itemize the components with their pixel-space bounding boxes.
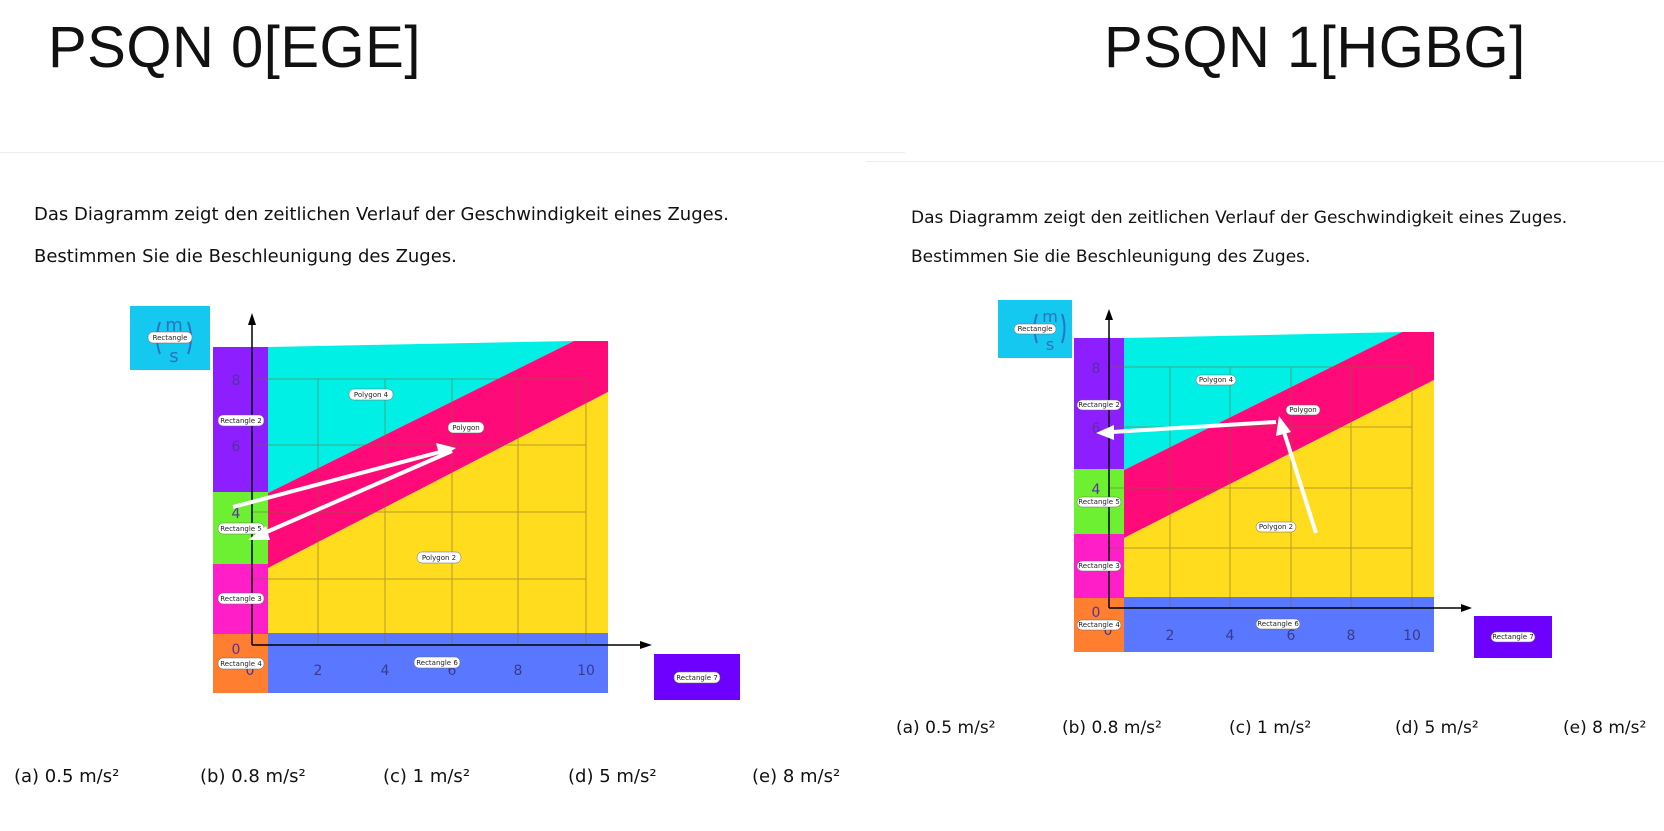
rect1-label-pill — [147, 331, 193, 344]
slide-top-border-left — [0, 152, 905, 153]
y-tick-4-right: 4 — [1092, 482, 1101, 498]
slide-top-border-right — [866, 161, 1664, 162]
answer-d-right[interactable]: (d) 5 m/s² — [1395, 718, 1479, 738]
x-tick-10-right: 10 — [1403, 628, 1421, 644]
x-tick-4: 4 — [381, 663, 390, 679]
unit-m-label-right: m — [1042, 307, 1058, 326]
rect6-label: Rectangle 6 — [416, 659, 458, 667]
y-tick-0: 0 — [232, 642, 241, 658]
x-tick-4-right: 4 — [1226, 628, 1235, 644]
x-tick-2-right: 2 — [1166, 628, 1175, 644]
rect7-label-right: Rectangle 7 — [1492, 633, 1534, 641]
arrow-to-polygon — [232, 450, 441, 509]
x-tick-6-right: 6 — [1287, 628, 1296, 644]
unit-bracket-right-right — [1061, 313, 1066, 344]
rect4-label-right: Rectangle 4 — [1078, 621, 1120, 629]
drag-arrows-right — [1096, 416, 1318, 534]
answer-e-right[interactable]: (e) 8 m/s² — [1563, 718, 1647, 738]
polygon-label: Polygon — [452, 424, 480, 432]
diagram-left: m s Rectangle 0 2 4 6 8 10 0 8 6 4 — [130, 306, 740, 700]
y-tick-6-right: 6 — [1092, 421, 1101, 437]
question-line-1-right: Das Diagramm zeigt den zeitlichen Verlau… — [911, 208, 1568, 228]
unit-m-label: m — [165, 315, 183, 336]
rect1-label-pill-right — [1013, 323, 1057, 335]
arrow-to-rect5-head — [248, 526, 270, 540]
polygon4-label: Polygon 4 — [354, 391, 389, 399]
arrow-to-rect2-right — [1111, 420, 1277, 434]
arrow-to-rect2-head-right — [1096, 425, 1114, 440]
answer-b-right[interactable]: (b) 0.8 m/s² — [1062, 718, 1162, 738]
x-tick-2: 2 — [314, 663, 323, 679]
drag-arrows — [232, 443, 456, 540]
question-line-2-left: Bestimmen Sie die Beschleunigung des Zug… — [34, 246, 457, 267]
unit-s-label-right: s — [1046, 335, 1054, 354]
x-tick-0-right: 0 — [1104, 623, 1113, 639]
x-tick-10: 10 — [577, 663, 595, 679]
rect2-label: Rectangle 2 — [220, 417, 262, 425]
polygon-label-right: Polygon — [1289, 406, 1317, 414]
panel-title-left: PSQN 0[EGE] — [48, 15, 421, 80]
rect6-label-right: Rectangle 6 — [1257, 620, 1299, 628]
grid-lines-right — [1109, 366, 1413, 608]
x-tick-8: 8 — [514, 663, 523, 679]
rect4-label: Rectangle 4 — [220, 660, 262, 668]
x-tick-8-right: 8 — [1347, 628, 1356, 644]
y-tick-6: 6 — [232, 439, 241, 455]
question-line-1-left: Das Diagramm zeigt den zeitlichen Verlau… — [34, 204, 729, 225]
x-axis-arrowhead-right — [1461, 604, 1472, 612]
answer-e-left[interactable]: (e) 8 m/s² — [752, 766, 841, 787]
answer-a-left[interactable]: (a) 0.5 m/s² — [14, 766, 120, 787]
answer-a-right[interactable]: (a) 0.5 m/s² — [896, 718, 996, 738]
rect5-label-right: Rectangle 5 — [1078, 498, 1120, 506]
arrow-to-polygon-head-right — [1276, 416, 1291, 436]
polygon4-label-right: Polygon 4 — [1199, 376, 1234, 384]
x-axis-arrowhead — [640, 641, 652, 649]
polygon2-label-right: Polygon 2 — [1259, 523, 1293, 531]
answer-d-left[interactable]: (d) 5 m/s² — [568, 766, 657, 787]
y-axis-arrowhead-right — [1105, 309, 1113, 320]
x-tick-6: 6 — [448, 663, 457, 679]
polygon2-label: Polygon 2 — [422, 554, 456, 562]
rect3-label: Rectangle 3 — [220, 595, 262, 603]
answer-c-left[interactable]: (c) 1 m/s² — [383, 766, 471, 787]
shape-label-pills: Polygon 4 Polygon Polygon 2 Rectangle 2 … — [217, 388, 721, 684]
arrow-to-polygon-right — [1282, 431, 1318, 534]
rect3-label-right: Rectangle 3 — [1078, 562, 1120, 570]
answer-c-right[interactable]: (c) 1 m/s² — [1229, 718, 1312, 738]
diagram-right: m s Rectangle 0 2 4 6 8 10 0 8 6 4 — [998, 300, 1552, 658]
rect7-label: Rectangle 7 — [676, 674, 718, 682]
rect1-label: Rectangle — [153, 334, 188, 342]
arrow-to-rect5 — [261, 449, 453, 536]
y-tick-4: 4 — [232, 506, 241, 522]
y-axis-arrowhead — [248, 313, 256, 325]
rect5-label: Rectangle 5 — [220, 525, 262, 533]
rect2-label-right: Rectangle 2 — [1078, 401, 1120, 409]
question-line-2-right: Bestimmen Sie die Beschleunigung des Zug… — [911, 247, 1311, 267]
y-tick-8: 8 — [232, 373, 241, 389]
unit-s-label: s — [169, 346, 178, 367]
answer-b-left[interactable]: (b) 0.8 m/s² — [200, 766, 306, 787]
rect1-label-right: Rectangle — [1018, 325, 1053, 333]
panel-title-right: PSQN 1[HGBG] — [1104, 15, 1526, 80]
x-tick-0: 0 — [246, 663, 255, 679]
y-tick-8-right: 8 — [1092, 361, 1101, 377]
y-tick-0-right: 0 — [1092, 605, 1101, 621]
shape-label-pills-right: Polygon 4 Polygon Polygon 2 Rectangle 2 … — [1076, 374, 1536, 643]
